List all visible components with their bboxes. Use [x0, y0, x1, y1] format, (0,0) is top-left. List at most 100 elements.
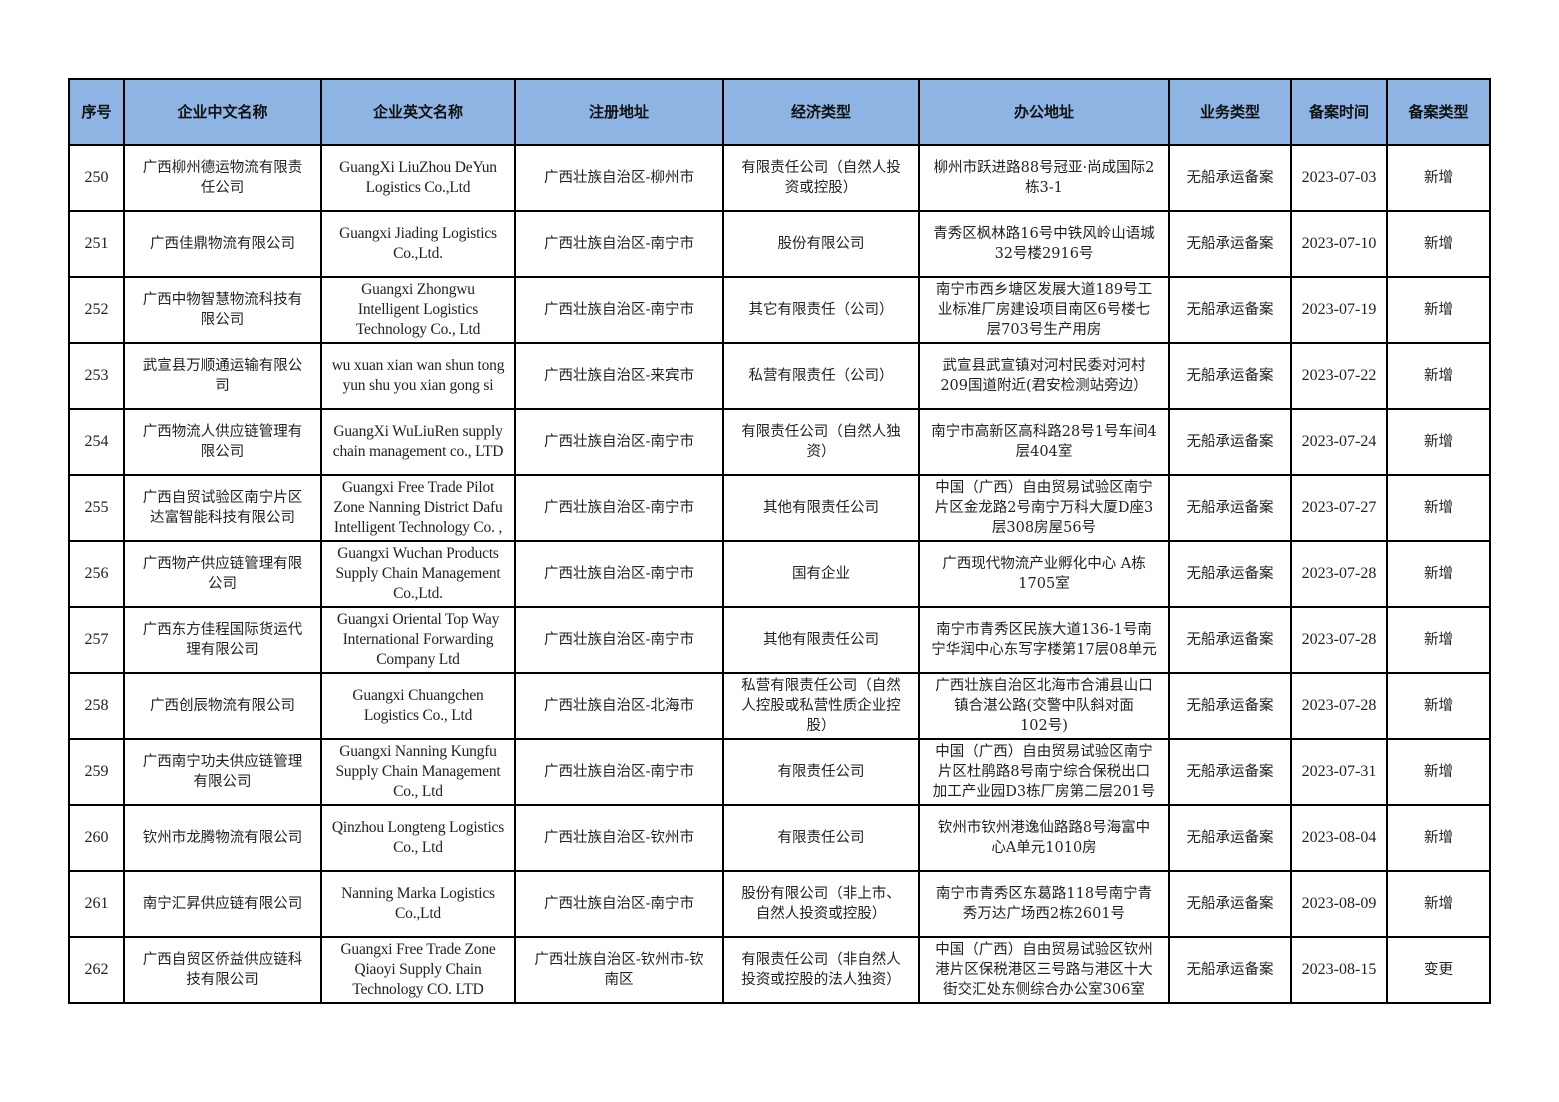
cell-cn-name: 广西物产供应链管理有限 公司 [123, 540, 322, 608]
table-row: 260 钦州市龙腾物流有限公司 Qinzhou Longteng Logistics… [68, 804, 1491, 872]
cell-office-address: 南宁市青秀区东葛路118号南宁青 秀万达广场西2栋2601号 [918, 870, 1170, 938]
cell-office-address: 中国（广西）自由贸易试验区南宁 片区金龙路2号南宁万科大厦D座3 层308房屋5… [918, 474, 1170, 542]
cell-office-address: 南宁市高新区高科路28号1号车间4 层404室 [918, 408, 1170, 476]
cell-en-name: Guangxi Wuchan Products Supply Chain Man… [320, 540, 516, 608]
table-row: 259 广西南宁功夫供应链管理 有限公司 Guangxi Nanning Kungf… [68, 738, 1491, 806]
cell-filing-date: 2023-07-31 [1290, 738, 1388, 806]
header-seq: 序号 [68, 78, 125, 146]
cell-filing-date: 2023-07-27 [1290, 474, 1388, 542]
table-row: 256 广西物产供应链管理有限 公司 Guangxi Wuchan Products… [68, 540, 1491, 608]
cell-filing-date: 2023-08-04 [1290, 804, 1388, 872]
table-row: 254 广西物流人供应链管理有 限公司 GuangXi WuLiuRen suppl… [68, 408, 1491, 476]
cell-en-name: Guangxi Free Trade Zone Qiaoyi Supply Ch… [320, 936, 516, 1004]
table-row: 257 广西东方佳程国际货运代 理有限公司 Guangxi Oriental Top… [68, 606, 1491, 674]
cell-econ-type: 有限责任公司 [722, 804, 920, 872]
cell-office-address: 青秀区枫林路16号中铁风岭山语城 32号楼2916号 [918, 210, 1170, 278]
cell-cn-name: 广西自贸试验区南宁片区 达富智能科技有限公司 [123, 474, 322, 542]
cell-filing-date: 2023-07-28 [1290, 540, 1388, 608]
cell-office-address: 广西壮族自治区北海市合浦县山口 镇合湛公路(交警中队斜对面 102号) [918, 672, 1170, 740]
cell-office-address: 武宣县武宣镇对河村民委对河村 209国道附近(君安检测站旁边） [918, 342, 1170, 410]
cell-filing-type: 新增 [1386, 144, 1491, 212]
cell-reg-address: 广西壮族自治区-柳州市 [514, 144, 724, 212]
cell-filing-type: 新增 [1386, 408, 1491, 476]
cell-business-type: 无船承运备案 [1168, 606, 1292, 674]
cell-filing-type: 新增 [1386, 870, 1491, 938]
cell-seq: 262 [68, 936, 125, 1004]
cell-office-address: 广西现代物流产业孵化中心 A栋 1705室 [918, 540, 1170, 608]
cell-office-address: 钦州市钦州港逸仙路路8号海富中 心A单元1010房 [918, 804, 1170, 872]
cell-filing-date: 2023-07-19 [1290, 276, 1388, 344]
header-en-name: 企业英文名称 [320, 78, 516, 146]
header-econ-type: 经济类型 [722, 78, 920, 146]
cell-econ-type: 有限责任公司（自然人投 资或控股） [722, 144, 920, 212]
cell-en-name: Guangxi Nanning Kungfu Supply Chain Mana… [320, 738, 516, 806]
cell-business-type: 无船承运备案 [1168, 540, 1292, 608]
header-office-address: 办公地址 [918, 78, 1170, 146]
cell-business-type: 无船承运备案 [1168, 870, 1292, 938]
cell-cn-name: 南宁汇昇供应链有限公司 [123, 870, 322, 938]
table-row: 253 武宣县万顺通运输有限公 司 wu xuan xian wan shun to… [68, 342, 1491, 410]
cell-filing-date: 2023-08-09 [1290, 870, 1388, 938]
cell-filing-date: 2023-07-28 [1290, 606, 1388, 674]
cell-en-name: Guangxi Zhongwu Intelligent Logistics Te… [320, 276, 516, 344]
cell-seq: 251 [68, 210, 125, 278]
cell-econ-type: 国有企业 [722, 540, 920, 608]
cell-filing-date: 2023-07-28 [1290, 672, 1388, 740]
cell-econ-type: 有限责任公司（自然人独 资） [722, 408, 920, 476]
cell-econ-type: 其他有限责任公司 [722, 474, 920, 542]
cell-cn-name: 广西柳州德运物流有限责 任公司 [123, 144, 322, 212]
cell-seq: 260 [68, 804, 125, 872]
cell-en-name: Nanning Marka Logistics Co.,Ltd [320, 870, 516, 938]
cell-office-address: 中国（广西）自由贸易试验区钦州 港片区保税港区三号路与港区十大 街交汇处东侧综合… [918, 936, 1170, 1004]
cell-office-address: 南宁市青秀区民族大道136-1号南 宁华润中心东写字楼第17层08单元 [918, 606, 1170, 674]
cell-reg-address: 广西壮族自治区-南宁市 [514, 606, 724, 674]
cell-seq: 253 [68, 342, 125, 410]
table-body: 250 广西柳州德运物流有限责 任公司 GuangXi LiuZhou DeYun … [68, 144, 1491, 1004]
table-row: 258 广西创辰物流有限公司 Guangxi Chuangchen Logistic… [68, 672, 1491, 740]
cell-econ-type: 其他有限责任公司 [722, 606, 920, 674]
cell-econ-type: 股份有限公司 [722, 210, 920, 278]
cell-office-address: 中国（广西）自由贸易试验区南宁 片区杜鹃路8号南宁综合保税出口 加工产业园D3栋… [918, 738, 1170, 806]
header-business-type: 业务类型 [1168, 78, 1292, 146]
cell-cn-name: 广西东方佳程国际货运代 理有限公司 [123, 606, 322, 674]
cell-reg-address: 广西壮族自治区-钦州市-钦 南区 [514, 936, 724, 1004]
cell-cn-name: 广西物流人供应链管理有 限公司 [123, 408, 322, 476]
table-row: 255 广西自贸试验区南宁片区 达富智能科技有限公司 Guangxi Free Tr… [68, 474, 1491, 542]
cell-cn-name: 广西佳鼎物流有限公司 [123, 210, 322, 278]
cell-cn-name: 广西自贸区侨益供应链科 技有限公司 [123, 936, 322, 1004]
cell-filing-type: 新增 [1386, 804, 1491, 872]
cell-filing-type: 新增 [1386, 672, 1491, 740]
cell-filing-date: 2023-07-24 [1290, 408, 1388, 476]
cell-reg-address: 广西壮族自治区-钦州市 [514, 804, 724, 872]
cell-en-name: GuangXi LiuZhou DeYun Logistics Co.,Ltd [320, 144, 516, 212]
cell-reg-address: 广西壮族自治区-南宁市 [514, 408, 724, 476]
cell-reg-address: 广西壮族自治区-南宁市 [514, 870, 724, 938]
cell-filing-type: 新增 [1386, 342, 1491, 410]
cell-office-address: 南宁市西乡塘区发展大道189号工 业标准厂房建设项目南区6号楼七 层703号生产… [918, 276, 1170, 344]
cell-cn-name: 钦州市龙腾物流有限公司 [123, 804, 322, 872]
header-cn-name: 企业中文名称 [123, 78, 322, 146]
header-filing-type: 备案类型 [1386, 78, 1491, 146]
cell-reg-address: 广西壮族自治区-南宁市 [514, 738, 724, 806]
table-row: 250 广西柳州德运物流有限责 任公司 GuangXi LiuZhou DeYun … [68, 144, 1491, 212]
cell-reg-address: 广西壮族自治区-南宁市 [514, 210, 724, 278]
cell-filing-type: 新增 [1386, 606, 1491, 674]
cell-en-name: Guangxi Oriental Top Way International F… [320, 606, 516, 674]
cell-business-type: 无船承运备案 [1168, 342, 1292, 410]
cell-filing-type: 新增 [1386, 540, 1491, 608]
header-row: 序号 企业中文名称 企业英文名称 注册地址 经济类型 办公地址 业务类型 备案时… [68, 78, 1491, 146]
cell-business-type: 无船承运备案 [1168, 804, 1292, 872]
cell-business-type: 无船承运备案 [1168, 144, 1292, 212]
header-reg-address: 注册地址 [514, 78, 724, 146]
cell-en-name: Guangxi Free Trade Pilot Zone Nanning Di… [320, 474, 516, 542]
cell-cn-name: 广西创辰物流有限公司 [123, 672, 322, 740]
cell-en-name: GuangXi WuLiuRen supply chain management… [320, 408, 516, 476]
cell-econ-type: 有限责任公司 [722, 738, 920, 806]
cell-cn-name: 广西中物智慧物流科技有 限公司 [123, 276, 322, 344]
cell-seq: 254 [68, 408, 125, 476]
cell-business-type: 无船承运备案 [1168, 276, 1292, 344]
cell-filing-type: 新增 [1386, 738, 1491, 806]
cell-econ-type: 股份有限公司（非上市、 自然人投资或控股） [722, 870, 920, 938]
cell-seq: 255 [68, 474, 125, 542]
cell-cn-name: 武宣县万顺通运输有限公 司 [123, 342, 322, 410]
